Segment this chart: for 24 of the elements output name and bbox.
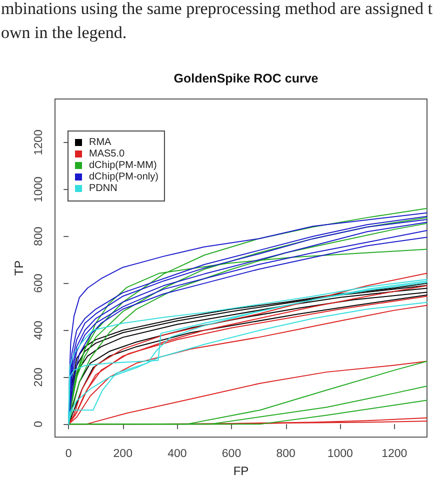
y-tick-label: 400 [33,320,45,340]
text: own in the legend. [1,23,127,42]
legend-label: RMA [89,137,112,148]
y-tick-label: 0 [33,420,45,428]
x-tick-label: 800 [276,448,296,460]
x-tick-label: 1200 [382,448,408,460]
x-axis-title: FP [233,464,249,478]
legend-label: dChip(PM-MM) [89,160,157,171]
y-tick-label: 600 [33,274,45,293]
y-tick-label: 1000 [33,176,45,202]
text: mbinations using the same preprocessing method are assigned t [1,0,433,18]
x-tick-label: 1000 [327,448,353,460]
chart-title: GoldenSpike ROC curve [174,72,318,86]
y-tick-label: 200 [33,368,45,387]
x-tick-label: 200 [113,448,132,460]
legend-label: PDNN [89,183,118,194]
x-tick-label: 600 [222,448,242,460]
y-tick-label: 800 [33,226,45,246]
y-tick-label: 1200 [33,130,45,156]
legend-label: MAS5.0 [89,148,126,160]
legend-label: dChip(PM-only) [89,172,158,182]
x-tick-label: 0 [65,448,72,460]
x-tick-label: 400 [168,448,187,460]
y-axis-title: TP [12,260,26,276]
